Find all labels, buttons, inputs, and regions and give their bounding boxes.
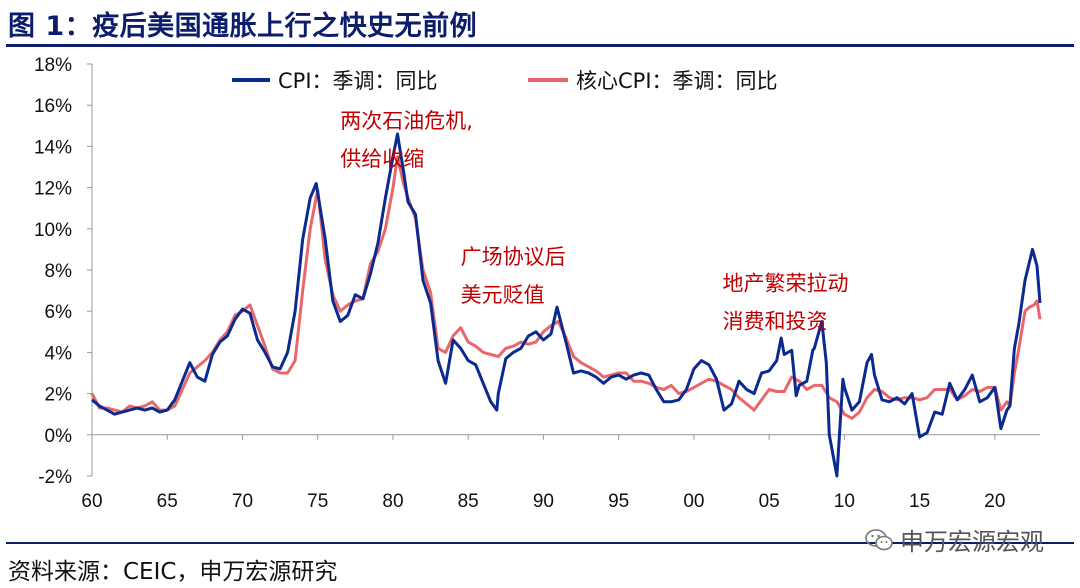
annotation-2-line-1: 消费和投资: [722, 310, 827, 334]
x-tick-label: 70: [232, 491, 253, 512]
x-tick-label: 85: [458, 491, 479, 512]
chart-series: [90, 132, 1042, 478]
legend-label-0: CPI：季调：同比: [278, 69, 438, 93]
x-tick-label: 75: [307, 491, 328, 512]
y-tick-label: 8%: [45, 261, 73, 282]
x-tick-label: 65: [157, 491, 178, 512]
x-tick-label: 80: [382, 491, 403, 512]
series-line-0: [91, 132, 1042, 478]
watermark: 申万宏源宏观: [864, 522, 1044, 557]
x-tick-label: 15: [909, 491, 930, 512]
wechat-icon: [865, 528, 893, 550]
x-tick-label: 00: [683, 491, 704, 512]
x-tick-label: 90: [533, 491, 554, 512]
y-tick-label: 10%: [34, 220, 72, 241]
source-note: 资料来源：CEIC，申万宏源研究: [8, 559, 338, 585]
x-tick-label: 20: [984, 491, 1005, 512]
x-tick-label: 95: [608, 491, 629, 512]
x-tick-label: 10: [834, 491, 855, 512]
annotation-0-line-1: 供给收缩: [340, 147, 424, 171]
y-tick-label: 14%: [34, 137, 72, 158]
y-tick-label: 18%: [34, 55, 72, 76]
annotation-2-line-0: 地产繁荣拉动: [722, 272, 848, 296]
annotation-1-line-0: 广场协议后: [461, 245, 566, 269]
y-tick-label: 2%: [45, 385, 73, 406]
chart-axes: -2% 0% 2% 4% 6% 8% 10% 12% 14% 16% 18% 60 65 70 75 80 85…: [34, 55, 1040, 512]
y-tick-label: 16%: [34, 96, 72, 117]
page-title: 图 1：疫后美国通胀上行之快史无前例: [8, 11, 478, 42]
y-tick-label: 12%: [34, 179, 72, 200]
title-rule: [6, 44, 1074, 47]
annotation-1-line-1: 美元贬值: [461, 283, 545, 307]
line-chart: -2% 0% 2% 4% 6% 8% 10% 12% 14% 16% 18% 60 65 70 75 80 85…: [34, 55, 1042, 512]
legend-label-1: 核心CPI：季调：同比: [576, 69, 778, 93]
x-tick-label: 05: [759, 491, 780, 512]
y-tick-label: -2%: [38, 467, 72, 488]
annotation-0-line-0: 两次石油危机,: [340, 109, 473, 133]
source-rule: [6, 542, 1074, 544]
y-tick-label: 6%: [45, 302, 73, 323]
watermark-text: 申万宏源宏观: [900, 528, 1044, 556]
x-tick-label: 60: [81, 491, 102, 512]
y-tick-label: 0%: [45, 426, 73, 447]
y-tick-label: 4%: [45, 343, 73, 364]
series-line-1: [90, 155, 1042, 420]
chart-legend: CPI：季调：同比 核心CPI：季调：同比: [232, 69, 778, 93]
